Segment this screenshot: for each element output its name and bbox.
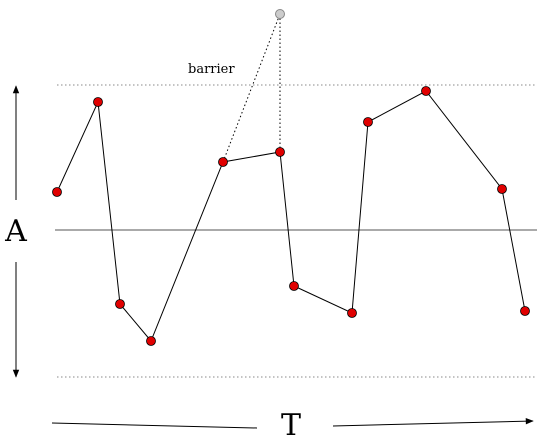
signal-series xyxy=(52,86,530,346)
signal-point-10 xyxy=(421,86,431,96)
barrier-dotted-connector-left xyxy=(222,13,281,163)
signal-point-2 xyxy=(93,97,103,107)
signal-point-6 xyxy=(275,147,285,157)
amplitude-axis-label: A xyxy=(4,214,27,249)
signal-point-5 xyxy=(218,157,228,167)
barrier-label: barrier xyxy=(188,62,235,77)
signal-line xyxy=(56,90,526,342)
signal-point-4 xyxy=(146,336,156,346)
barrier-point xyxy=(275,9,285,19)
time-axis-right-arrow xyxy=(332,417,534,427)
time-axis-left-segment xyxy=(51,422,258,429)
time-axis-label: T xyxy=(281,408,301,443)
signal-point-1 xyxy=(52,187,62,197)
signal-point-12 xyxy=(520,306,530,316)
signal-point-11 xyxy=(497,184,507,194)
signal-point-8 xyxy=(347,308,357,318)
signal-point-3 xyxy=(115,299,125,309)
signal-point-7 xyxy=(289,281,299,291)
signal-point-9 xyxy=(363,117,373,127)
